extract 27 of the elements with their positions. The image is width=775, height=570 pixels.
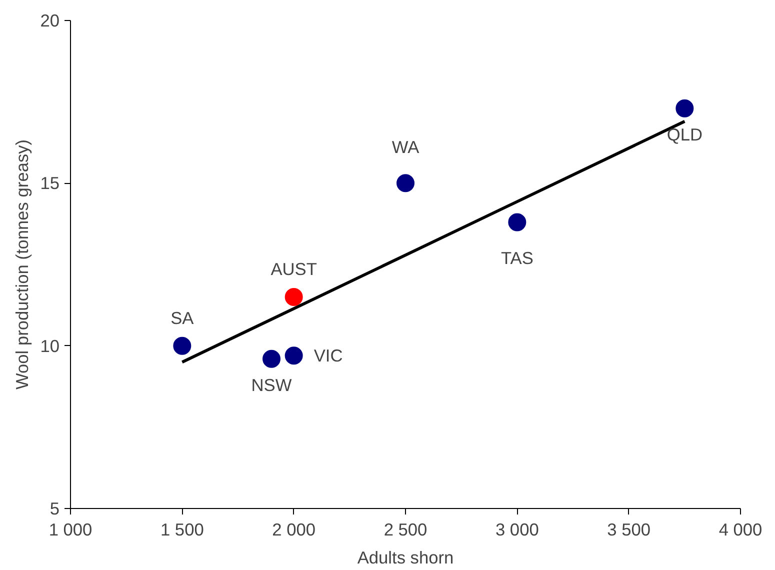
- annotation: SA: [170, 308, 194, 328]
- point: [676, 99, 694, 118]
- y-tick-label: 15: [40, 173, 60, 194]
- annotation: AUST: [270, 259, 318, 280]
- point: [508, 213, 526, 232]
- x-tick-label: 3 500: [607, 520, 651, 540]
- annotation: QLD: [666, 124, 702, 144]
- point: [262, 350, 280, 368]
- annotation: TAS: [500, 248, 534, 268]
- y-tick-label: 5: [50, 498, 60, 518]
- annotation: WA: [392, 137, 420, 158]
- point: [284, 346, 303, 365]
- y-axis-title: Wool production (tonnes greasy): [12, 139, 32, 390]
- point: [173, 336, 192, 355]
- x-axis-title: Adults shorn: [357, 548, 454, 568]
- x-tick-label: 1 500: [160, 520, 204, 540]
- x-tick-label: 4 000: [718, 520, 762, 540]
- x-tick-label: 1 000: [48, 520, 92, 540]
- annotation: VIC: [314, 346, 343, 366]
- point: [396, 174, 414, 192]
- annotation: NSW: [251, 374, 292, 395]
- x-tick-label: 2 500: [384, 520, 428, 540]
- x-tick-label: 2 000: [272, 520, 316, 540]
- x-tick-label: 3 000: [495, 520, 539, 540]
- y-tick-label: 20: [40, 10, 60, 30]
- point: [284, 288, 303, 306]
- y-tick-label: 10: [40, 336, 60, 356]
